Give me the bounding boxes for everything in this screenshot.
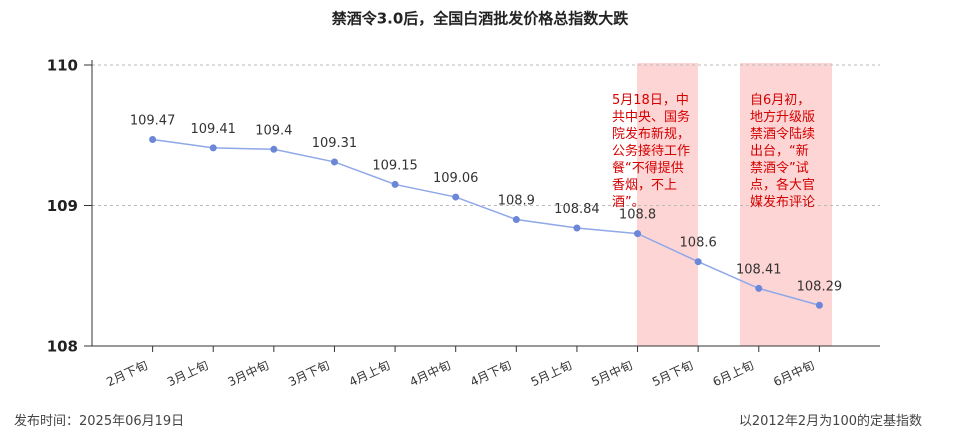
highlight-band — [740, 63, 832, 346]
point — [209, 144, 217, 152]
x-tick-label: 2月下旬 — [104, 358, 149, 389]
x-tick-label: 3月下旬 — [286, 358, 331, 389]
annotation: 5月18日，中共中央、国务院发布新规，公务接待工作餐“不得提供香烟，不上酒”。 — [612, 93, 691, 210]
data-label: 108.29 — [797, 279, 843, 294]
data-label: 108.41 — [736, 262, 782, 277]
data-label: 108.9 — [498, 194, 535, 209]
x-tick-label: 4月下旬 — [468, 358, 513, 389]
data-label: 108.8 — [619, 208, 656, 223]
data-label: 109.31 — [312, 136, 358, 151]
point — [815, 301, 823, 309]
data-label: 108.6 — [680, 236, 717, 251]
x-tick-label: 5月中旬 — [589, 357, 635, 389]
y-tick-label: 110 — [47, 57, 78, 75]
point — [512, 216, 520, 224]
data-label: 109.06 — [433, 171, 479, 186]
point — [755, 284, 763, 292]
point — [573, 224, 581, 232]
x-tick-label: 4月上旬 — [347, 358, 392, 389]
point — [149, 135, 157, 143]
data-label: 109.41 — [190, 122, 236, 137]
point — [452, 193, 460, 201]
highlight-band — [637, 63, 698, 346]
footer-right: 以2012年2月为100的定基指数 — [738, 414, 922, 429]
data-label: 109.15 — [372, 158, 418, 173]
x-tick-label: 3月中旬 — [225, 357, 271, 389]
x-tick-label: 3月上旬 — [165, 358, 210, 389]
point — [634, 230, 642, 238]
data-label: 108.84 — [554, 202, 600, 217]
x-tick-label: 6月中旬 — [771, 357, 817, 389]
data-label: 109.4 — [255, 123, 292, 138]
line — [152, 138, 820, 306]
point — [270, 145, 278, 153]
annotation: 自6月初，地方升级版禁酒令陆续出台，“新禁酒令”试点，各大官媒发布评论 — [750, 93, 816, 210]
x-tick-label: 5月上旬 — [529, 358, 574, 389]
y-tick-label: 108 — [47, 338, 78, 356]
point — [391, 180, 399, 188]
chart-title: 禁酒令3.0后，全国白酒批发价格总指数大跌 — [332, 10, 630, 28]
x-tick-label: 6月上旬 — [711, 358, 756, 389]
footer-left: 发布时间：2025年06月19日 — [14, 414, 185, 429]
point — [694, 258, 702, 266]
y-tick-label: 109 — [47, 197, 78, 215]
point — [330, 158, 338, 166]
data-label: 109.47 — [130, 113, 176, 128]
x-tick-label: 5月下旬 — [650, 358, 695, 389]
x-tick-label: 4月中旬 — [407, 357, 453, 389]
